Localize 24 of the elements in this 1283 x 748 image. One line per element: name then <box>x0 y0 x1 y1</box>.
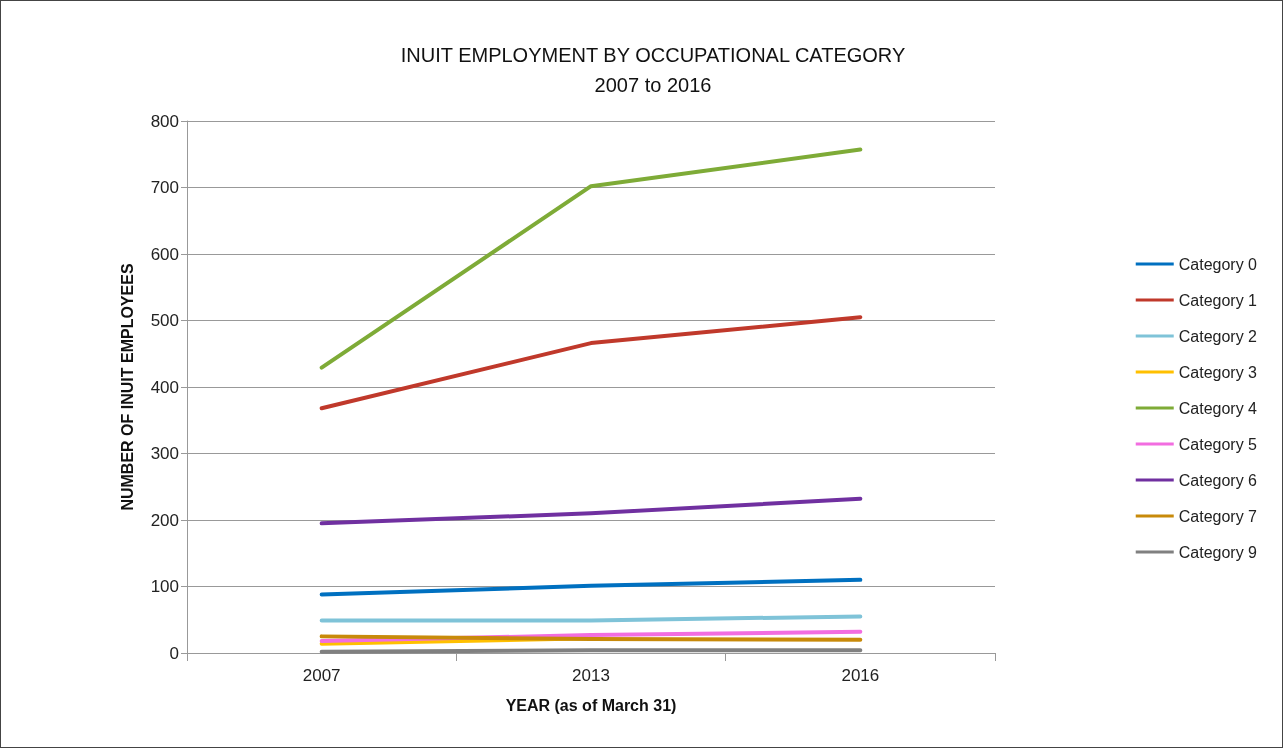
y-axis-title: NUMBER OF INUIT EMPLOYEES <box>118 263 136 511</box>
legend-label: Category 2 <box>1178 327 1258 345</box>
y-tick-label: 700 <box>150 178 179 197</box>
legend-label: Category 1 <box>1178 291 1258 309</box>
legend-label: Category 3 <box>1178 363 1258 381</box>
legend-label: Category 5 <box>1178 435 1258 453</box>
y-tick-label: 800 <box>150 111 179 131</box>
y-tick-label: 100 <box>150 577 179 596</box>
y-tick-label: 0 <box>169 643 179 663</box>
legend-label: Category 4 <box>1178 399 1258 417</box>
legend-label: Category 9 <box>1178 543 1258 561</box>
legend-label: Category 6 <box>1178 471 1258 489</box>
x-axis-title: YEAR (as of March 31) <box>505 696 677 714</box>
x-tick-label: 2013 <box>572 666 610 685</box>
y-tick-label: 200 <box>150 510 179 530</box>
chart-title: INUIT EMPLOYMENT BY OCCUPATIONAL CATEGORY 2007 to 2016 <box>400 44 906 96</box>
y-tick-label: 300 <box>150 444 179 463</box>
x-tick-label: 2007 <box>302 666 341 685</box>
legend-label: Category 7 <box>1178 507 1258 525</box>
y-tick-label: 400 <box>150 377 179 397</box>
y-tick-label: 500 <box>150 311 179 330</box>
legend-label: Category 0 <box>1178 255 1258 273</box>
y-tick-label: 600 <box>150 244 179 264</box>
x-tick-label: 2016 <box>841 666 880 685</box>
